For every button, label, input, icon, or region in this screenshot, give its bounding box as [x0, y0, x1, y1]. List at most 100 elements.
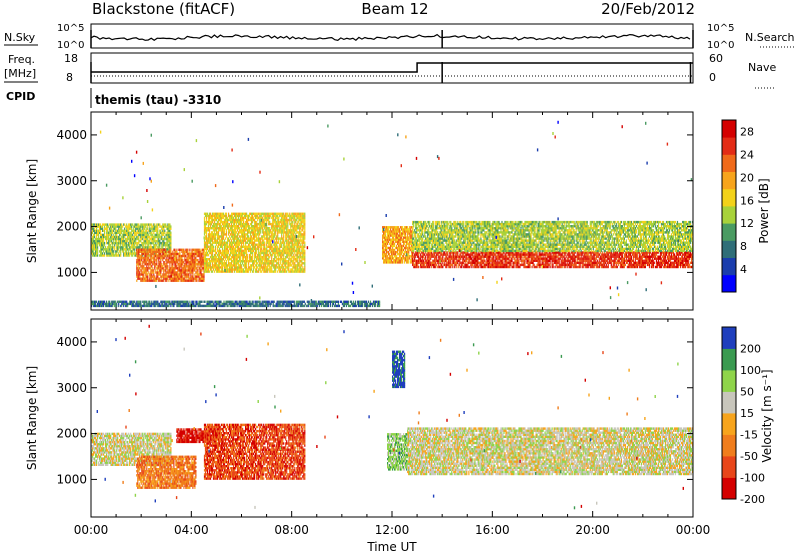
power-echo-cell-2	[254, 262, 256, 265]
power-echo-cell-1	[169, 252, 171, 256]
power-echo-cell-3	[392, 252, 394, 256]
power-echo-cell-2	[239, 227, 241, 230]
power-echo-cell-2	[210, 231, 213, 234]
power-echo-cell-2	[287, 241, 289, 244]
power-echo-cell-2	[287, 268, 289, 271]
power-echo-cell-1	[177, 279, 179, 282]
power-echo-cell-1	[180, 256, 182, 260]
power-echo-cell-2	[221, 231, 224, 234]
power-echo-cell-2	[284, 220, 286, 224]
power-echo-cell-2	[225, 233, 228, 236]
power-echo-cell-3	[392, 261, 394, 264]
power-echo-cell-1	[201, 261, 203, 264]
power-echo-cell-2	[277, 227, 279, 230]
power-echo-cell-0	[94, 248, 96, 251]
power-echo-cell-2	[295, 227, 297, 230]
power-echo-cell-2	[246, 270, 248, 273]
power-echo-cell-3	[404, 246, 406, 250]
power-echo-cell-3	[411, 234, 413, 237]
power-echo-cell-2	[205, 229, 208, 232]
power-echo-cell-1	[174, 248, 176, 251]
power-echo-cell-1	[139, 277, 141, 280]
power-echo-cell-1	[145, 279, 147, 282]
power-echo-cell-1	[197, 263, 199, 266]
power-echo-cell-2	[270, 247, 272, 251]
power-echo-cell-1	[190, 279, 192, 282]
power-echo-cell-1	[165, 267, 167, 270]
power-echo-cell-2	[248, 229, 250, 232]
power-echo-cell-1	[150, 271, 152, 274]
power-echo-cell-2	[228, 229, 230, 232]
power-echo-cell-1	[149, 277, 151, 280]
power-echo-cell-2	[218, 235, 221, 238]
power-echo-cell-2	[217, 227, 220, 230]
power-echo-cell-2	[303, 222, 305, 226]
power-echo-cell-3	[409, 236, 411, 239]
power-echo-cell-0	[156, 235, 158, 239]
power-echo-cell-2	[232, 220, 234, 224]
power-echo-cell-2	[243, 235, 245, 238]
power-echo-cell-2	[297, 225, 299, 228]
power-echo-cell-0	[125, 229, 127, 232]
power-echo-cell-2	[293, 231, 295, 234]
power-echo-cell-2	[237, 262, 239, 265]
power-echo-cell-1	[166, 252, 168, 256]
power-echo-cell-1	[200, 275, 202, 278]
power-echo-cell-2	[204, 243, 207, 246]
power-echo-cell-2	[283, 233, 285, 236]
power-echo-cell-2	[218, 225, 221, 228]
power-echo-cell-2	[295, 225, 297, 228]
power-echo-cell-2	[284, 247, 286, 251]
power-echo-cell-1	[154, 258, 156, 262]
power-echo-cell-2	[231, 227, 233, 230]
power-echo-cell-2	[216, 220, 219, 224]
power-echo-cell-3	[397, 246, 399, 250]
power-echo-cell-2	[272, 262, 274, 265]
power-echo-cell-2	[271, 260, 273, 263]
power-echo-cell-2	[242, 268, 244, 271]
power-echo-cell-2	[246, 249, 248, 253]
power-echo-cell-2	[263, 241, 265, 244]
power-echo-cell-0	[123, 237, 125, 241]
power-echo-cell-2	[282, 268, 284, 271]
power-echo-cell-1	[158, 256, 160, 260]
power-echo-cell-1	[196, 271, 198, 274]
power-echo-cell-2	[281, 255, 283, 259]
power-echo-cell-0	[127, 254, 129, 257]
power-echo-cell-2	[259, 255, 261, 259]
power-echo-cell-0	[119, 235, 121, 239]
power-echo-cell-2	[215, 255, 218, 259]
power-echo-cell-4	[434, 253, 436, 256]
power-echo-cell-2	[259, 243, 261, 246]
power-echo-cell-2	[288, 260, 290, 263]
power-echo-cell-2	[239, 247, 241, 251]
power-echo-cell-1	[177, 273, 179, 276]
power-echo-cell-2	[303, 268, 305, 271]
power-echo-cell-2	[241, 231, 243, 234]
power-echo-cell-0	[165, 233, 167, 237]
power-echo-cell-0	[145, 225, 147, 228]
power-echo-cell-2	[257, 214, 259, 218]
power-echo-cell-3	[385, 259, 387, 262]
power-echo-cell-1	[181, 279, 183, 282]
power-echo-cell-2	[269, 220, 271, 224]
power-echo-cell-1	[138, 256, 140, 260]
power-echo-cell-2	[275, 255, 277, 259]
power-echo-cell-0	[140, 223, 142, 226]
power-echo-cell-2	[214, 245, 217, 248]
power-echo-cell-0	[155, 239, 157, 243]
power-echo-cell-2	[222, 249, 225, 253]
power-echo-cell-1	[188, 261, 190, 264]
power-echo-cell-2	[284, 231, 286, 234]
power-echo-cell-3	[400, 255, 402, 258]
power-echo-cell-0	[145, 223, 147, 226]
power-echo-cell-4	[428, 263, 430, 267]
power-echo-cell-2	[221, 216, 224, 220]
power-echo-cell-2	[261, 237, 263, 240]
power-echo-cell-3	[392, 250, 394, 254]
power-echo-cell-2	[242, 258, 244, 261]
power-echo-cell-2	[206, 262, 209, 265]
power-echo-cell-0	[94, 227, 96, 230]
power-echo-cell-2	[221, 220, 224, 224]
power-echo-cell-2	[244, 212, 246, 215]
